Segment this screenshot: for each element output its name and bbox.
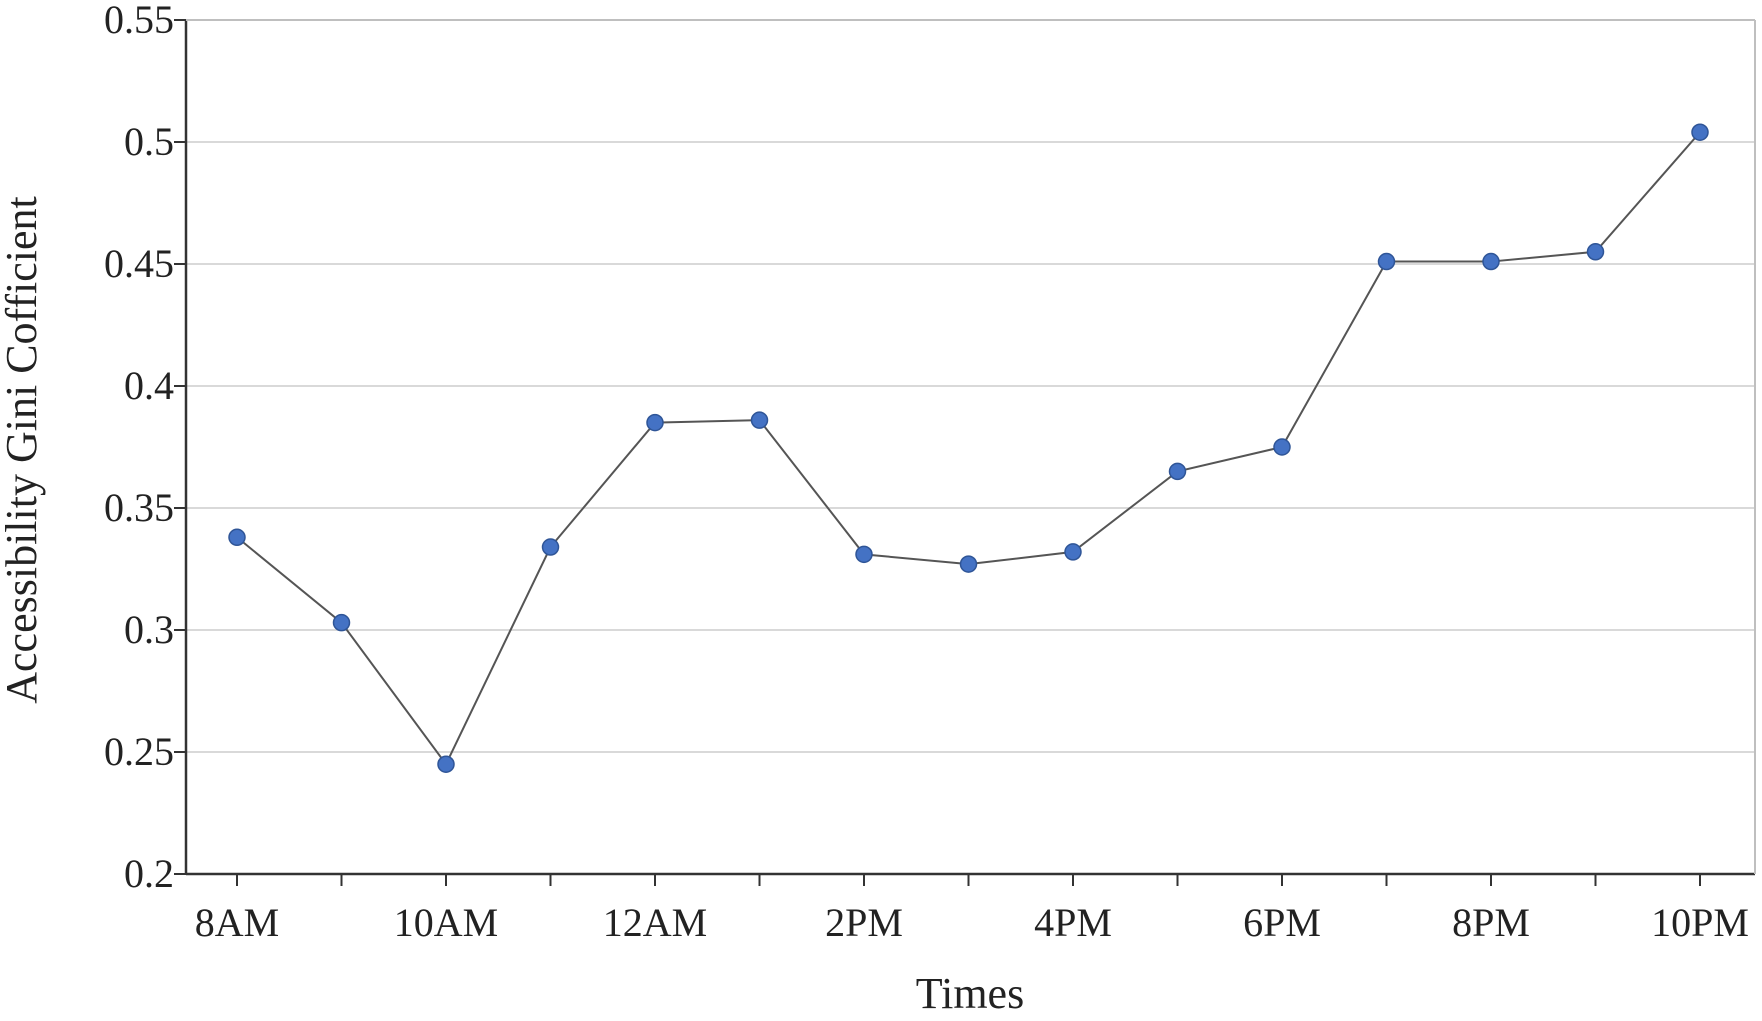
x-tick-label: 10AM bbox=[394, 900, 498, 945]
x-tick-label: 8PM bbox=[1452, 900, 1530, 945]
series bbox=[228, 123, 1709, 773]
y-tick-label: 0.4 bbox=[124, 363, 174, 408]
data-point bbox=[1064, 543, 1082, 561]
x-tick-label: 8AM bbox=[195, 900, 279, 945]
data-point bbox=[541, 538, 560, 556]
y-tick-label: 0.2 bbox=[124, 851, 174, 896]
data-point bbox=[332, 613, 351, 632]
data-point bbox=[1377, 252, 1396, 271]
gridlines bbox=[186, 19, 1755, 753]
data-point bbox=[1482, 252, 1500, 271]
x-tick-labels: 8AM 10AM 12AM 2PM 4PM 6PM 8PM 10PM bbox=[195, 900, 1749, 945]
y-tick-label: 0.45 bbox=[104, 241, 174, 286]
x-tick-label: 2PM bbox=[825, 900, 903, 945]
data-point bbox=[1273, 438, 1291, 456]
data-point bbox=[1586, 243, 1605, 261]
data-point bbox=[750, 411, 769, 429]
y-tick-label: 0.35 bbox=[104, 485, 174, 530]
axes bbox=[174, 19, 1756, 886]
y-tick-label: 0.5 bbox=[124, 119, 174, 164]
x-axis-title: Times bbox=[916, 969, 1024, 1018]
x-tick-label: 10PM bbox=[1651, 900, 1749, 945]
y-tick-labels: 0.2 0.25 0.3 0.35 0.4 0.45 0.5 0.55 bbox=[104, 0, 174, 896]
data-point bbox=[228, 528, 246, 547]
y-axis-title: Accessibility Gini Cofficient bbox=[0, 196, 46, 704]
series-line bbox=[236, 131, 1701, 767]
data-point bbox=[855, 545, 873, 564]
data-point bbox=[646, 413, 664, 432]
y-tick-label: 0.55 bbox=[104, 0, 174, 42]
y-tick-label: 0.3 bbox=[124, 607, 174, 652]
x-tick-label: 6PM bbox=[1243, 900, 1321, 945]
data-point bbox=[959, 555, 978, 573]
x-tick-label: 12AM bbox=[603, 900, 707, 945]
y-tick-label: 0.25 bbox=[104, 729, 174, 774]
x-tick-label: 4PM bbox=[1034, 900, 1112, 945]
data-point bbox=[1691, 123, 1709, 141]
data-point bbox=[437, 755, 455, 773]
data-point bbox=[1168, 462, 1187, 481]
